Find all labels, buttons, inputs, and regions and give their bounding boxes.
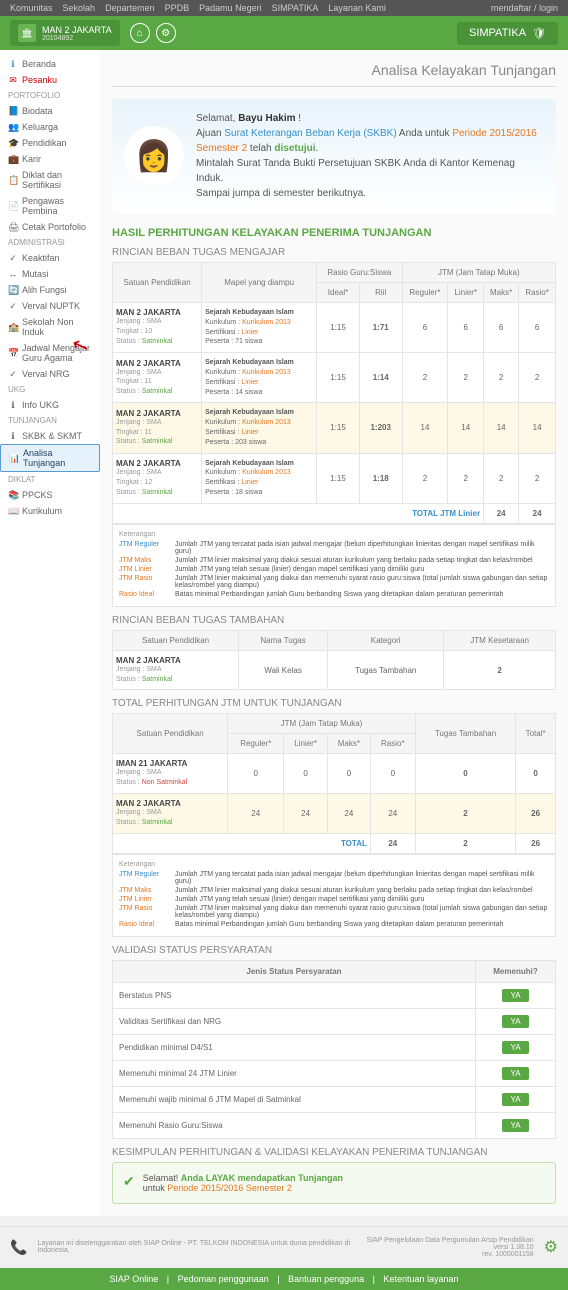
sidebar-beranda[interactable]: ℹBeranda [0,56,100,72]
topnav-item[interactable]: SIMPATIKA [272,3,319,13]
sidebar-item[interactable]: 🖨Cetak Portofolio [0,219,100,235]
sidebar-item[interactable]: ℹInfo UKG [0,397,100,413]
gear-icon[interactable]: ⚙ [156,23,176,43]
sidebar-pesanku[interactable]: ✉Pesanku [0,72,100,88]
sidebar-item[interactable]: ✓Verval NRG [0,366,100,382]
main-content: Analisa Kelayakan Tunjangan 👩 Selamat, B… [100,50,568,1216]
sidebar-item[interactable]: ↔Mutasi [0,266,100,282]
school-name: MAN 2 JAKARTA [42,25,112,35]
page-title: Analisa Kelayakan Tunjangan [112,62,556,87]
sidebar-item[interactable]: 🎓Pendidikan [0,135,100,151]
simpatika-button[interactable]: SIMPATIKA🛡 [457,22,558,45]
home-icon[interactable]: ⌂ [130,23,150,43]
sidebar: ℹBeranda ✉Pesanku Portofolio📘Biodata👥Kel… [0,50,100,1216]
footer: 📞 Layanan ini diselenggarakan oleh SIAP … [0,1226,568,1268]
header: 🏛 MAN 2 JAKARTA 20104892 ⌂ ⚙ SIMPATIKA🛡 [0,16,568,50]
sidebar-item[interactable]: 📘Biodata [0,103,100,119]
rincian2-title: RINCIAN BEBAN TUGAS TAMBAHAN [112,615,556,626]
rincian1-title: RINCIAN BEBAN TUGAS MENGAJAR [112,247,556,258]
check-icon: ✔ [123,1173,135,1190]
rincian2-table: Satuan PendidikanNama TugasKategoriJTM K… [112,630,556,691]
welcome-box: 👩 Selamat, Bayu Hakim ! Ajuan Surat Kete… [112,99,556,213]
total-table: Satuan PendidikanJTM (Jam Tatap Muka)Tug… [112,713,556,853]
topnav-item[interactable]: Sekolah [63,3,96,13]
sidebar-item[interactable]: ✓Keaktifan [0,250,100,266]
topnav-item[interactable]: Layanan Kami [328,3,386,13]
footer-link[interactable]: SIAP Online [109,1274,158,1284]
topbar: Komunitas Sekolah Departemen PPDB Padamu… [0,0,568,16]
footer-links: SIAP Online | Pedoman penggunaan | Bantu… [0,1268,568,1290]
topnav-item[interactable]: Komunitas [10,3,53,13]
rincian1-table: Satuan Pendidikan Mapel yang diampu Rasi… [112,262,556,524]
validasi-table: Jenis Status PersyaratanMemenuhi? Bersta… [112,960,556,1139]
kesimpulan-title: KESIMPULAN PERHITUNGAN & VALIDASI KELAYA… [112,1147,556,1158]
sidebar-item[interactable]: 📄Pengawas Pembina [0,193,100,219]
school-code: 20104892 [42,35,112,42]
sidebar-item[interactable]: 📖Kurikulum [0,503,100,519]
sidebar-item[interactable]: 🔄Alih Fungsi [0,282,100,298]
sidebar-item[interactable]: ℹSKBK & SKMT [0,428,100,444]
topnav-item[interactable]: Padamu Negeri [199,3,262,13]
sidebar-item[interactable]: 💼Karir [0,151,100,167]
sidebar-item[interactable]: ✓Verval NUPTK [0,298,100,314]
footer-link[interactable]: Pedoman penggunaan [178,1274,269,1284]
topnav-item[interactable]: PPDB [165,3,190,13]
school-badge[interactable]: 🏛 MAN 2 JAKARTA 20104892 [10,20,120,46]
conclusion-box: ✔ Selamat! Anda LAYAK mendapatkan Tunjan… [112,1162,556,1204]
sidebar-item[interactable]: 📋Diklat dan Sertifikasi [0,167,100,193]
total-title: TOTAL PERHITUNGAN JTM UNTUK TUNJANGAN [112,698,556,709]
avatar: 👩 [124,126,184,186]
validasi-title: VALIDASI STATUS PERSYARATAN [112,945,556,956]
topnav-item[interactable]: Departemen [105,3,155,13]
keterangan1: Keterangan JTM RegulerJumlah JTM yang te… [112,524,556,607]
school-icon: 🏛 [18,24,36,42]
footer-link[interactable]: Ketentuan layanan [384,1274,459,1284]
sidebar-item[interactable]: 👥Keluarga [0,119,100,135]
login-link[interactable]: mendaftar / login [491,3,558,13]
keterangan2: Keterangan JTM RegulerJumlah JTM yang te… [112,854,556,937]
sidebar-item[interactable]: 📚PPCKS [0,487,100,503]
footer-link[interactable]: Bantuan pengguna [288,1274,364,1284]
sidebar-item[interactable]: 📊Analisa Tunjangan [0,444,100,472]
hasil-title: HASIL PERHITUNGAN KELAYAKAN PENERIMA TUN… [112,227,556,239]
shield-icon: 🛡 [532,27,546,40]
